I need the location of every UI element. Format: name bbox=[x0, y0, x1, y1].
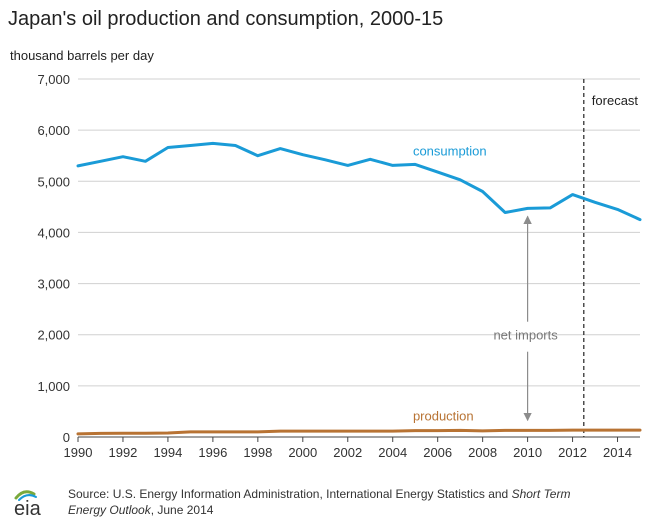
x-tick-label: 1994 bbox=[153, 445, 182, 460]
x-tick-label: 1992 bbox=[108, 445, 137, 460]
y-tick-label: 6,000 bbox=[37, 123, 70, 138]
x-tick-label: 1996 bbox=[198, 445, 227, 460]
x-tick-label: 2010 bbox=[513, 445, 542, 460]
y-tick-label: 1,000 bbox=[37, 379, 70, 394]
forecast-marker: forecast bbox=[583, 79, 639, 437]
x-tick-label: 1990 bbox=[64, 445, 93, 460]
y-tick-label: 2,000 bbox=[37, 328, 70, 343]
net-imports-annotation: net imports bbox=[493, 215, 558, 422]
source-prefix: Source: U.S. Energy Information Administ… bbox=[68, 487, 512, 501]
x-tick-label: 2012 bbox=[558, 445, 587, 460]
net-imports-label: net imports bbox=[493, 328, 558, 343]
x-tick-label: 2014 bbox=[603, 445, 632, 460]
y-tick-label: 3,000 bbox=[37, 277, 70, 292]
x-tick-label: 1998 bbox=[243, 445, 272, 460]
chart-title: Japan's oil production and consumption, … bbox=[8, 8, 444, 30]
y-axis-ticks: 0 1,000 2,000 3,000 4,000 5,000 6,000 7,000 bbox=[37, 72, 70, 445]
grid-lines bbox=[78, 78, 640, 387]
x-tick-label: 2000 bbox=[288, 445, 317, 460]
eia-logo-icon: eia bbox=[14, 490, 42, 518]
footer: eia Source: U.S. Energy Information Admi… bbox=[10, 484, 655, 520]
source-italic-energy-outlook: Energy Outlook bbox=[68, 503, 151, 517]
source-suffix: , June 2014 bbox=[150, 503, 214, 517]
y-tick-label: 5,000 bbox=[37, 174, 70, 189]
x-tick-label: 2002 bbox=[333, 445, 362, 460]
series-lines bbox=[76, 141, 642, 436]
source-note: Source: U.S. Energy Information Administ… bbox=[68, 486, 653, 518]
x-axis-ticks: 1990 1992 1994 1996 1998 2000 2002 2004 2006 2008… bbox=[64, 437, 632, 460]
production-line bbox=[76, 428, 642, 436]
y-axis-unit-label: thousand barrels per day bbox=[10, 48, 154, 63]
source-italic-short-term: Short Term bbox=[511, 487, 571, 501]
x-tick-label: 2004 bbox=[378, 445, 407, 460]
consumption-line bbox=[76, 141, 642, 222]
y-tick-label: 7,000 bbox=[37, 72, 70, 87]
logo-text: eia bbox=[14, 498, 42, 518]
series-labels: consumption production bbox=[413, 143, 487, 423]
line-chart: 0 1,000 2,000 3,000 4,000 5,000 6,000 7,000 199… bbox=[37, 72, 642, 460]
forecast-label: forecast bbox=[592, 93, 639, 108]
y-tick-label: 0 bbox=[63, 430, 70, 445]
y-tick-label: 4,000 bbox=[37, 225, 70, 240]
x-tick-label: 2006 bbox=[423, 445, 452, 460]
x-tick-label: 2008 bbox=[468, 445, 497, 460]
consumption-label: consumption bbox=[413, 143, 487, 158]
production-label: production bbox=[413, 409, 474, 424]
